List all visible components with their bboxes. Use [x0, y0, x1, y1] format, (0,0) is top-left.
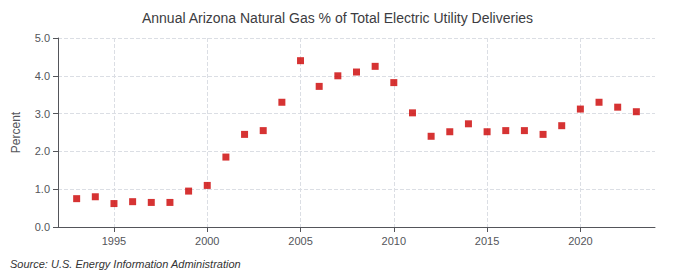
svg-text:2005: 2005	[288, 235, 312, 247]
svg-text:2010: 2010	[382, 235, 406, 247]
svg-text:2020: 2020	[568, 235, 592, 247]
svg-text:2.0: 2.0	[35, 145, 50, 157]
svg-text:1.0: 1.0	[35, 183, 50, 195]
svg-text:1995: 1995	[102, 235, 126, 247]
svg-text:2000: 2000	[195, 235, 219, 247]
svg-text:0.0: 0.0	[35, 221, 50, 233]
svg-text:4.0: 4.0	[35, 70, 50, 82]
svg-text:5.0: 5.0	[35, 32, 50, 44]
svg-text:2015: 2015	[475, 235, 499, 247]
svg-text:Source: U.S. Energy Informatio: Source: U.S. Energy Information Administ…	[10, 258, 241, 270]
svg-text:3.0: 3.0	[35, 108, 50, 120]
svg-text:Annual Arizona Natural Gas % o: Annual Arizona Natural Gas % of Total El…	[142, 10, 533, 26]
svg-text:Percent: Percent	[9, 111, 23, 153]
